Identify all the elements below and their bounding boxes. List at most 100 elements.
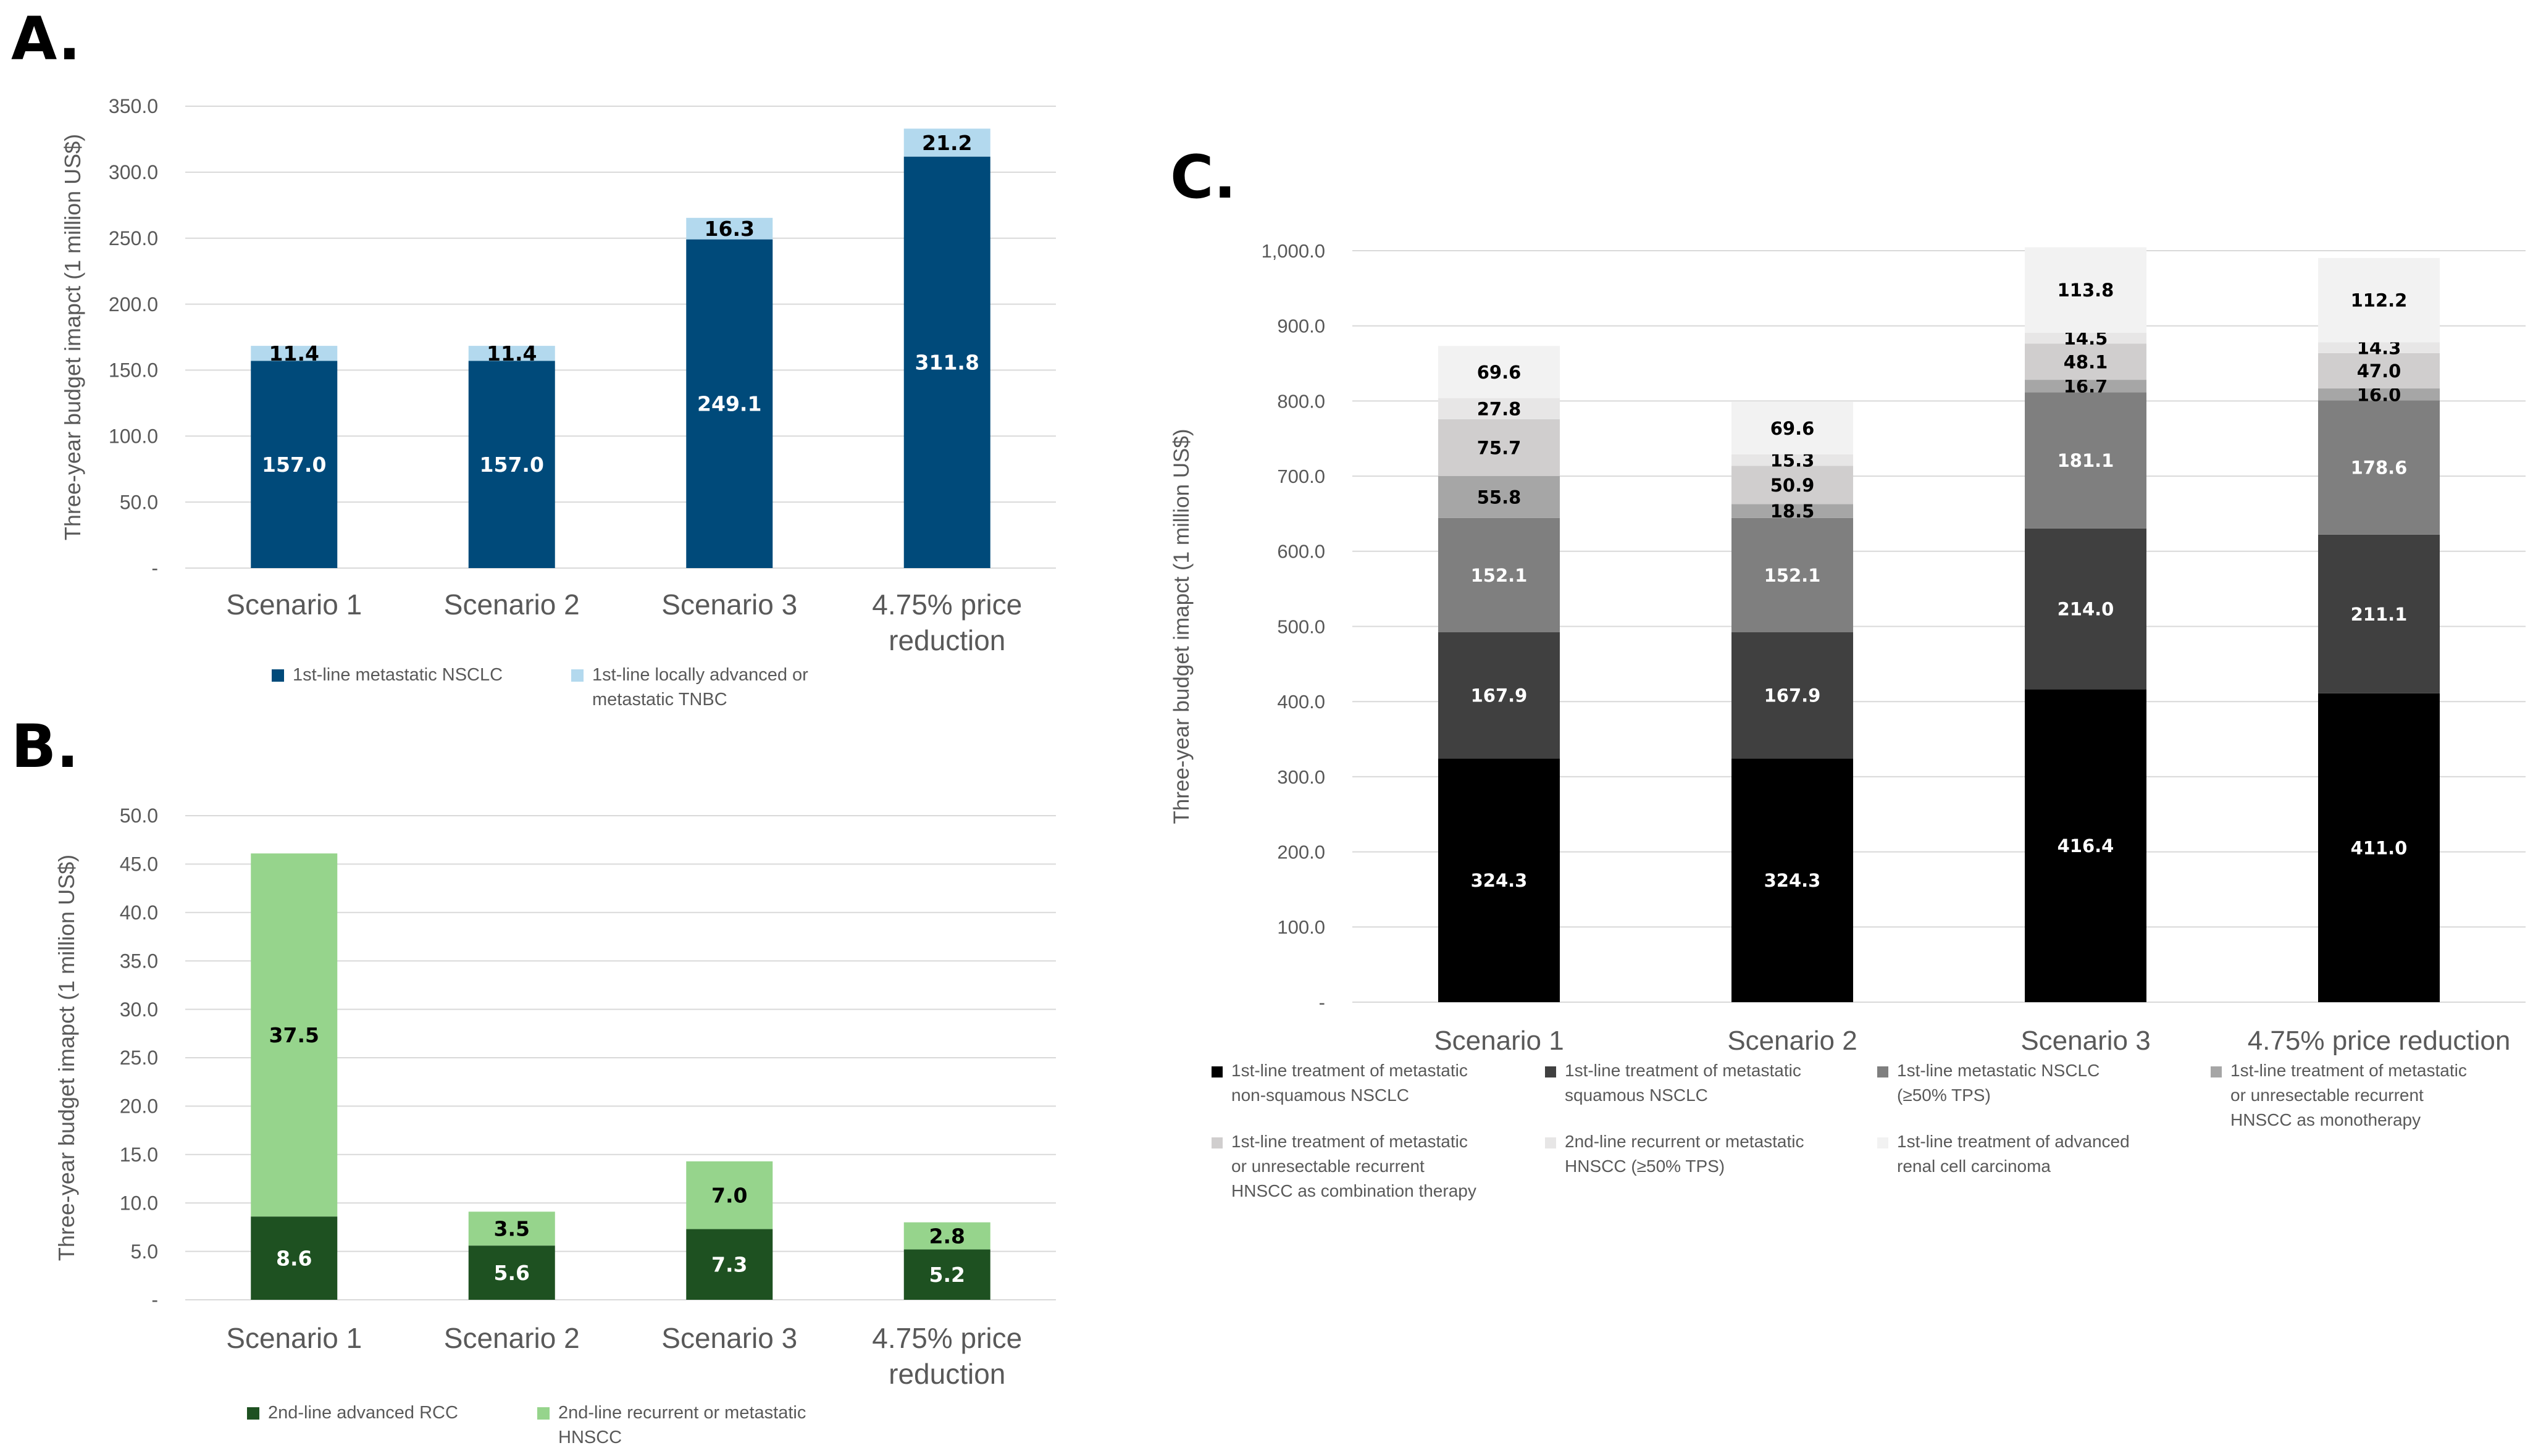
bar-segment (2318, 534, 2440, 693)
legend-item: 2nd-line recurrent or metastatic HNSCC (537, 1403, 806, 1447)
bar-segment (2318, 353, 2440, 389)
bar-segment (1731, 517, 1853, 632)
bar-data-label: 37.5 (269, 1023, 319, 1047)
bar-segment (2318, 257, 2440, 343)
bar-data-label: 181.1 (2058, 450, 2114, 471)
legend-swatch (571, 669, 584, 682)
legend-label: HNSCC (≥50% TPS) (1565, 1157, 1725, 1176)
y-tick-label: - (151, 1289, 158, 1311)
y-tick-label: 35.0 (120, 950, 158, 972)
bar-segment (686, 1161, 773, 1229)
bar-data-label: 416.4 (2058, 835, 2114, 856)
bar-data-label: 411.0 (2351, 837, 2408, 858)
legend-swatch (1545, 1137, 1556, 1148)
legend-label: 1st-line treatment of metastatic (1565, 1061, 1801, 1080)
bar-segment (2318, 400, 2440, 535)
category-label: Scenario 1 (1434, 1026, 1564, 1056)
bar-data-label: 16.3 (705, 217, 755, 241)
legend-label: renal cell carcinoma (1897, 1157, 2051, 1176)
y-tick-label: 900.0 (1277, 316, 1325, 337)
y-tick-label: 400.0 (1277, 691, 1325, 713)
legend-label: HNSCC (558, 1428, 622, 1447)
legend-label: 1st-line locally advanced or (592, 665, 808, 685)
bar-data-label: 75.7 (1477, 437, 1522, 458)
bar-data-label: 50.9 (1770, 475, 1815, 496)
bar-segment (251, 361, 338, 568)
bar-segment (2025, 392, 2146, 529)
category-label: Scenario 1 (226, 1322, 362, 1354)
bar-data-label: 152.1 (1764, 565, 1821, 586)
category-label: Scenario 3 (661, 1322, 797, 1354)
bar-data-label: 11.4 (269, 341, 319, 366)
bar-segment (903, 1249, 990, 1300)
bar-data-label: 211.1 (2351, 604, 2408, 625)
y-tick-label: 200.0 (109, 293, 158, 316)
bar-segment (251, 346, 338, 361)
y-tick-label: 25.0 (120, 1047, 158, 1069)
bar-data-label: 7.3 (711, 1253, 747, 1277)
legend-label: (≥50% TPS) (1897, 1086, 1991, 1105)
legend-label: 1st-line metastatic NSCLC (293, 665, 503, 685)
bar-segment (1438, 758, 1560, 1002)
bar-data-label: 55.8 (1477, 487, 1522, 508)
y-tick-label: 600.0 (1277, 541, 1325, 563)
bar-data-label: 3.5 (494, 1217, 530, 1241)
bar-data-label: 157.0 (262, 453, 326, 477)
bar-segment (2025, 332, 2146, 344)
bar-segment (686, 217, 773, 240)
category-label: Scenario 3 (661, 588, 797, 621)
bar-segment (2318, 388, 2440, 401)
bar-data-label: 324.3 (1764, 870, 1821, 891)
bar-segment (2025, 528, 2146, 690)
bar-data-label: 2.8 (929, 1224, 965, 1248)
legend-label: 1st-line treatment of advanced (1897, 1132, 2130, 1151)
legend-item: 1st-line treatment of advanced renal cell… (1877, 1132, 2130, 1176)
bar-data-label: 5.2 (929, 1263, 965, 1287)
legend-swatch (1545, 1066, 1556, 1077)
bar-data-label: 324.3 (1471, 870, 1528, 891)
category-label: Scenario 2 (444, 588, 580, 621)
legend-swatch (272, 669, 284, 682)
legend-label: or unresectable recurrent (1231, 1157, 1425, 1176)
y-tick-label: 10.0 (120, 1192, 158, 1214)
bar-segment (2025, 380, 2146, 393)
bar-segment (1438, 346, 1560, 399)
y-tick-label: 300.0 (109, 161, 158, 183)
bar-segment (2025, 689, 2146, 1002)
bar-data-label: 5.6 (494, 1261, 530, 1285)
bar-data-label: 178.6 (2351, 458, 2408, 479)
legend-label: metastatic TNBC (592, 690, 727, 709)
y-tick-label: 350.0 (109, 95, 158, 117)
bar-data-label: 249.1 (697, 392, 761, 416)
y-tick-label: 150.0 (109, 359, 158, 382)
bar-segment (2318, 342, 2440, 353)
bar-segment (251, 1216, 338, 1300)
bar-segment (2025, 343, 2146, 380)
bar-segment (1731, 504, 1853, 518)
bar-segment (2025, 247, 2146, 333)
y-tick-label: 5.0 (131, 1241, 158, 1263)
bar-data-label: 27.8 (1477, 398, 1522, 419)
category-label: Scenario 2 (1727, 1026, 1857, 1056)
legend-swatch (1212, 1066, 1223, 1077)
legend-swatch (537, 1407, 550, 1420)
bar-segment (1731, 454, 1853, 466)
legend-item: 1st-line treatment of metastatic squamous… (1545, 1061, 1801, 1105)
chart-panel-3: C. - 100.0 200.0 300.0 400.0 500.0 600.0 700.0 80… (1170, 143, 2526, 1200)
bar-segment (686, 1229, 773, 1300)
legend-swatch (1877, 1137, 1888, 1148)
bar-data-label: 167.9 (1764, 685, 1821, 706)
y-tick-label: - (1319, 992, 1325, 1013)
legend-item: 2nd-line recurrent or metastatic HNSCC (≥… (1545, 1132, 1804, 1176)
chart-panel-1: A. - 50.0 100.0 150.0 200.0 250.0 300.0 350.0 Thr… (11, 4, 1056, 709)
bar-data-label: 157.0 (480, 453, 544, 477)
bar-segment (1438, 419, 1560, 476)
category-label: reduction (889, 624, 1005, 656)
y-tick-label: 15.0 (120, 1144, 158, 1166)
bar-segment (468, 361, 555, 568)
bar-segment (1438, 517, 1560, 632)
y-tick-label: 700.0 (1277, 466, 1325, 487)
bar-data-label: 69.6 (1477, 362, 1522, 383)
legend-item: 2nd-line advanced RCC (247, 1403, 458, 1423)
legend-label: 2nd-line recurrent or metastatic (558, 1403, 806, 1423)
